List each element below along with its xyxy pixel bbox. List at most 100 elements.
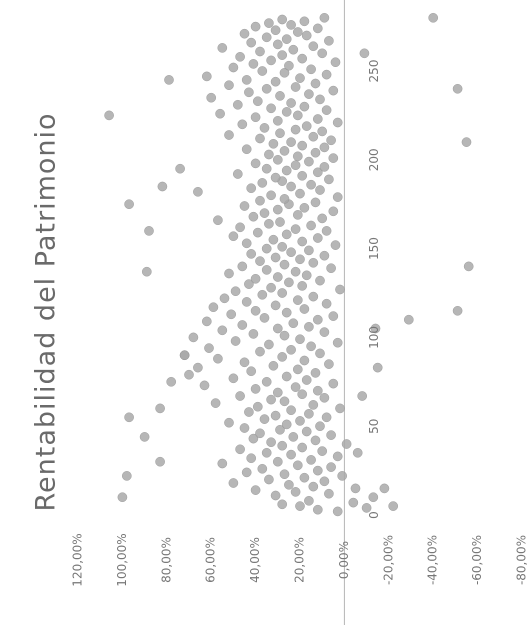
data-point xyxy=(286,181,296,192)
data-point xyxy=(324,36,334,46)
data-point xyxy=(117,492,128,503)
data-point xyxy=(235,391,245,401)
data-point xyxy=(341,439,352,449)
data-point xyxy=(295,334,305,345)
data-point xyxy=(332,117,343,128)
data-point xyxy=(348,497,359,508)
data-point xyxy=(312,504,323,515)
data-point xyxy=(179,350,190,361)
data-point xyxy=(299,16,310,27)
data-point xyxy=(279,330,290,341)
x-axis-ticks: 0 50 100 150 200 250 xyxy=(367,60,381,519)
data-point xyxy=(266,190,276,201)
data-point xyxy=(264,474,274,485)
data-point xyxy=(208,302,219,313)
data-point xyxy=(326,462,336,472)
data-point xyxy=(261,32,272,43)
data-point xyxy=(277,352,288,362)
data-point xyxy=(290,124,301,135)
data-point xyxy=(239,357,250,368)
data-point xyxy=(141,266,152,277)
data-point xyxy=(270,76,281,87)
data-point xyxy=(213,353,223,364)
data-point xyxy=(284,479,294,490)
y-tick-label: -40,00% xyxy=(426,535,440,585)
data-point xyxy=(255,195,265,206)
data-point xyxy=(281,34,292,44)
data-point xyxy=(210,398,221,408)
data-point xyxy=(312,465,323,476)
data-point xyxy=(326,430,336,440)
data-point xyxy=(317,446,328,456)
data-point xyxy=(193,362,203,373)
data-point xyxy=(259,313,270,323)
data-point xyxy=(319,162,330,172)
data-point xyxy=(299,101,310,112)
data-point xyxy=(286,344,296,355)
data-point xyxy=(261,163,272,174)
data-point xyxy=(255,428,265,439)
data-point xyxy=(328,378,339,389)
data-point xyxy=(306,220,316,231)
data-point xyxy=(241,297,252,307)
data-point xyxy=(321,69,332,80)
data-point xyxy=(266,394,276,405)
data-point xyxy=(288,44,299,55)
data-point xyxy=(252,401,263,412)
data-point xyxy=(308,291,319,302)
data-point xyxy=(270,25,281,36)
data-point xyxy=(330,57,341,68)
data-point xyxy=(332,192,343,202)
data-point xyxy=(277,14,288,25)
data-point xyxy=(290,160,301,170)
data-point xyxy=(319,476,330,487)
data-point xyxy=(301,426,312,437)
data-point xyxy=(290,82,301,92)
data-point xyxy=(266,282,276,293)
data-point xyxy=(452,84,463,94)
x-tick-label: 0 xyxy=(367,511,381,519)
data-point xyxy=(315,185,325,195)
data-point xyxy=(319,142,330,153)
data-point xyxy=(328,85,339,96)
y-tick-label: 60,00% xyxy=(204,537,218,583)
data-point xyxy=(261,84,272,94)
data-point xyxy=(292,364,303,375)
data-point xyxy=(228,231,239,241)
data-point xyxy=(272,204,283,215)
data-point xyxy=(206,92,216,103)
data-point xyxy=(326,263,336,274)
data-point xyxy=(184,369,194,380)
data-point xyxy=(306,455,316,465)
y-tick-label: -20,00% xyxy=(381,535,395,585)
data-point xyxy=(155,456,165,467)
data-point xyxy=(357,391,368,401)
data-point xyxy=(308,481,319,492)
data-point xyxy=(299,472,310,483)
data-point xyxy=(328,153,339,163)
data-point xyxy=(250,305,261,316)
data-point xyxy=(428,12,439,23)
data-point xyxy=(281,419,292,430)
data-point xyxy=(246,453,256,464)
data-point xyxy=(255,346,265,357)
data-point xyxy=(295,501,305,511)
y-tick-label: -60,00% xyxy=(470,535,484,585)
data-point xyxy=(241,467,252,478)
data-point xyxy=(286,247,296,257)
data-point xyxy=(299,304,310,314)
data-point xyxy=(306,64,316,75)
data-point xyxy=(241,75,252,85)
data-point xyxy=(272,39,283,50)
data-point xyxy=(144,226,154,236)
data-point xyxy=(261,447,272,458)
data-point xyxy=(279,146,290,156)
data-point xyxy=(324,488,334,499)
data-point xyxy=(266,55,276,66)
data-point xyxy=(268,234,279,245)
data-point xyxy=(315,421,325,432)
data-point xyxy=(248,211,259,222)
data-point xyxy=(297,53,308,64)
data-point xyxy=(290,382,301,392)
data-point xyxy=(379,483,390,494)
